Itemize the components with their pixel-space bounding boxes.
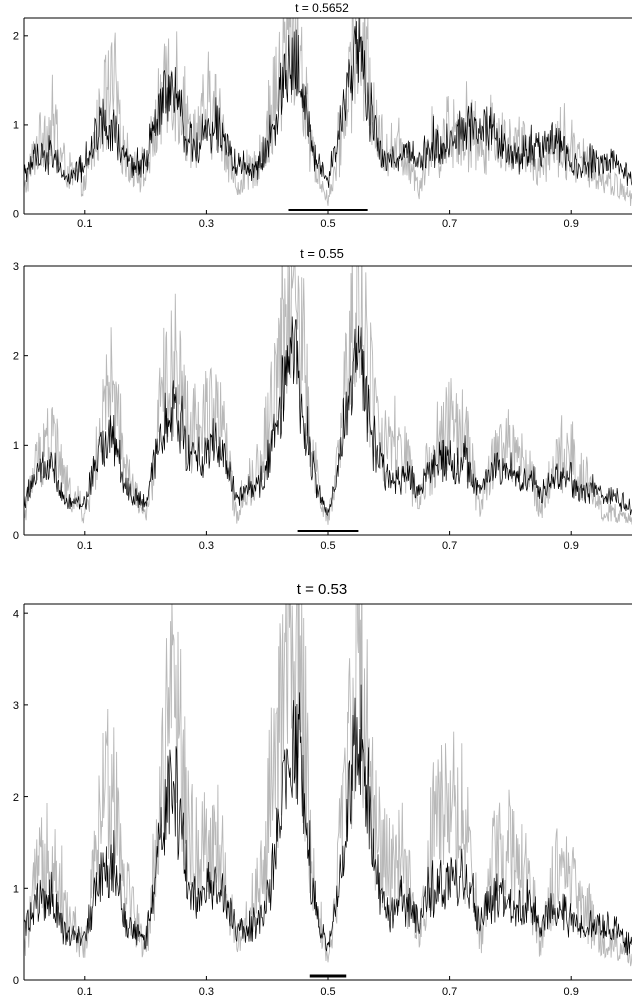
x-tick-label: 0.1 [77, 986, 92, 998]
y-tick-label: 2 [13, 351, 19, 363]
series-line-gray [24, 266, 632, 525]
series-group [24, 266, 632, 525]
x-tick-label: 0.9 [564, 218, 579, 230]
y-tick-label: 2 [13, 792, 19, 804]
x-tick-label: 0.7 [442, 540, 457, 552]
panels: t = 0.5652 0.1 0.3 0.5 0.7 0.9 0 1 2 t = 0.55 0.1 0… [13, 1, 632, 998]
y-tick-label: 1 [13, 440, 19, 452]
y-tick-label: 2 [13, 30, 19, 42]
y-tick-label: 3 [13, 261, 19, 273]
y-tick-label: 0 [13, 530, 19, 542]
series-line-gray [24, 604, 632, 967]
x-tick-label: 0.9 [564, 540, 579, 552]
chart-title: t = 0.55 [300, 246, 344, 261]
x-tick-label: 0.7 [442, 218, 457, 230]
series-line-black [24, 684, 632, 956]
y-tick-label: 3 [13, 700, 19, 712]
y-tick-label: 0 [13, 975, 19, 987]
series-line-gray [24, 18, 632, 207]
series-group [24, 604, 632, 967]
y-tick-label: 0 [13, 209, 19, 221]
y-tick-label: 4 [13, 608, 19, 620]
x-tick-label: 0.9 [564, 986, 579, 998]
series-line-black [24, 316, 632, 517]
x-tick-label: 0.1 [77, 540, 92, 552]
chart-panel-2: t = 0.55 0.1 0.3 0.5 0.7 0.9 0 1 2 3 [13, 246, 632, 552]
series-group [24, 18, 632, 207]
y-tick-label: 1 [13, 119, 19, 131]
x-tick-label: 0.3 [199, 540, 214, 552]
y-tick-label: 1 [13, 883, 19, 895]
chart-panel-3: t = 0.53 0.1 0.3 0.5 0.7 0.9 0 1 2 3 4 [13, 581, 632, 998]
x-tick-label: 0.7 [442, 986, 457, 998]
x-tick-label: 0.3 [199, 986, 214, 998]
chart-title: t = 0.53 [297, 581, 347, 598]
chart-title: t = 0.5652 [295, 1, 349, 15]
x-tick-label: 0.5 [320, 540, 335, 552]
series-line-black [24, 18, 632, 188]
x-tick-label: 0.5 [320, 218, 335, 230]
x-tick-label: 0.1 [77, 218, 92, 230]
x-tick-label: 0.3 [199, 218, 214, 230]
x-tick-label: 0.5 [320, 986, 335, 998]
chart-panel-1: t = 0.5652 0.1 0.3 0.5 0.7 0.9 0 1 2 [13, 1, 632, 230]
